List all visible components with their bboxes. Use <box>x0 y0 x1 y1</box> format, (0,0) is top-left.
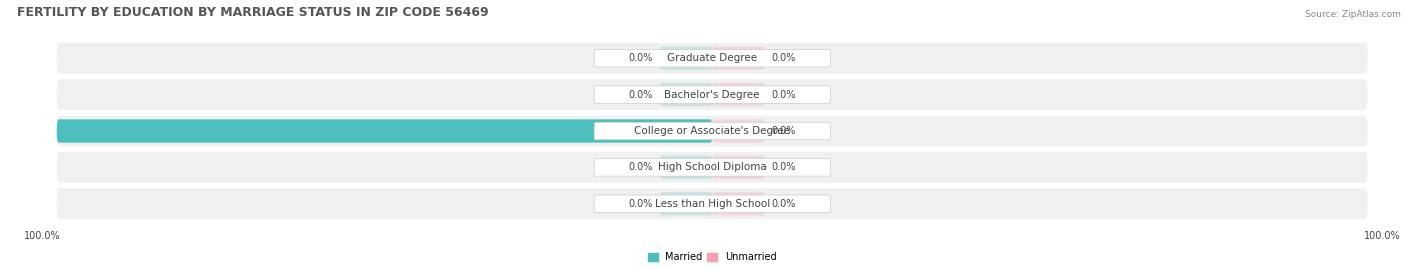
Text: 0.0%: 0.0% <box>772 90 796 100</box>
Text: FERTILITY BY EDUCATION BY MARRIAGE STATUS IN ZIP CODE 56469: FERTILITY BY EDUCATION BY MARRIAGE STATU… <box>17 6 489 19</box>
FancyBboxPatch shape <box>713 83 765 106</box>
Text: 0.0%: 0.0% <box>628 162 654 172</box>
Text: 0.0%: 0.0% <box>772 199 796 209</box>
FancyBboxPatch shape <box>659 47 713 70</box>
FancyBboxPatch shape <box>595 122 831 140</box>
FancyBboxPatch shape <box>56 43 1368 73</box>
FancyBboxPatch shape <box>56 116 1368 146</box>
Text: 0.0%: 0.0% <box>628 90 654 100</box>
Text: 0.0%: 0.0% <box>772 126 796 136</box>
FancyBboxPatch shape <box>595 86 831 103</box>
FancyBboxPatch shape <box>659 83 713 106</box>
Text: 100.0%: 100.0% <box>1364 231 1400 241</box>
Legend: Married, Unmarried: Married, Unmarried <box>648 252 776 262</box>
Text: High School Diploma: High School Diploma <box>658 162 766 172</box>
FancyBboxPatch shape <box>659 192 713 215</box>
Text: 100.0%: 100.0% <box>10 126 46 136</box>
FancyBboxPatch shape <box>659 156 713 179</box>
FancyBboxPatch shape <box>595 195 831 213</box>
Text: 0.0%: 0.0% <box>772 53 796 63</box>
Text: Source: ZipAtlas.com: Source: ZipAtlas.com <box>1305 10 1400 19</box>
Text: 0.0%: 0.0% <box>628 199 654 209</box>
FancyBboxPatch shape <box>595 159 831 176</box>
FancyBboxPatch shape <box>56 152 1368 183</box>
Text: Less than High School: Less than High School <box>655 199 770 209</box>
FancyBboxPatch shape <box>713 119 765 143</box>
FancyBboxPatch shape <box>713 192 765 215</box>
FancyBboxPatch shape <box>595 49 831 67</box>
FancyBboxPatch shape <box>56 189 1368 219</box>
FancyBboxPatch shape <box>56 119 713 143</box>
Text: 100.0%: 100.0% <box>24 231 60 241</box>
Text: 0.0%: 0.0% <box>772 162 796 172</box>
Text: Graduate Degree: Graduate Degree <box>668 53 758 63</box>
FancyBboxPatch shape <box>713 47 765 70</box>
FancyBboxPatch shape <box>713 156 765 179</box>
FancyBboxPatch shape <box>56 79 1368 110</box>
Text: Bachelor's Degree: Bachelor's Degree <box>665 90 761 100</box>
Text: 0.0%: 0.0% <box>628 53 654 63</box>
Text: College or Associate's Degree: College or Associate's Degree <box>634 126 790 136</box>
